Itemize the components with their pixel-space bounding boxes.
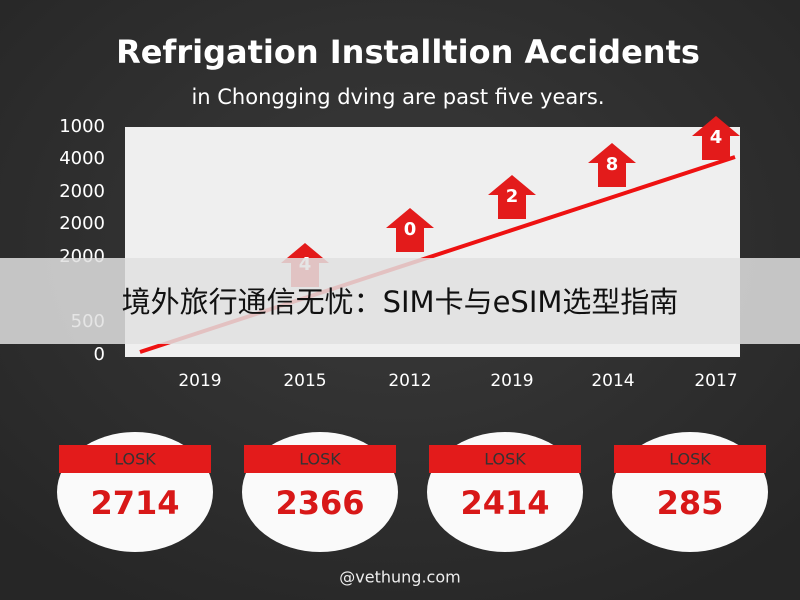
card-value: 285: [657, 484, 724, 522]
arrow-label: 4: [710, 127, 723, 148]
card-value: 2714: [90, 484, 179, 522]
x-axis-label: 2017: [694, 371, 737, 391]
card-band: [244, 445, 396, 473]
y-axis-label: 2000: [59, 181, 105, 202]
banner-background: [0, 258, 800, 344]
arrow: [488, 175, 536, 219]
card-band: [429, 445, 581, 473]
card-band: [614, 445, 766, 473]
card-label: LOSK: [114, 450, 156, 469]
card-value: 2414: [460, 484, 549, 522]
arrow: [386, 208, 434, 252]
x-axis-label: 2015: [283, 371, 326, 391]
arrow-label: 2: [506, 186, 519, 207]
y-axis-label: 0: [94, 344, 105, 365]
arrow: [588, 143, 636, 187]
chart-title: Refrigation Installtion Accidents: [116, 33, 700, 71]
x-axis-label: 2019: [178, 371, 221, 391]
x-axis-label: 2019: [490, 371, 533, 391]
watermark: @vethung.com: [339, 568, 460, 587]
arrow-label: 0: [404, 219, 417, 240]
card-label: LOSK: [299, 450, 341, 469]
y-axis-label: 2000: [59, 213, 105, 234]
x-axis-label: 2014: [591, 371, 634, 391]
y-axis-label: 1000: [59, 116, 105, 137]
card-value: 2366: [275, 484, 364, 522]
card-label: LOSK: [484, 450, 526, 469]
banner-text: 境外旅行通信无忧：SIM卡与eSIM选型指南: [122, 285, 679, 319]
card-band: [59, 445, 211, 473]
card-label: LOSK: [669, 450, 711, 469]
chart-subtitle: in Chongging dving are past five years.: [191, 85, 604, 109]
arrow: [692, 116, 740, 160]
y-axis-label: 4000: [59, 148, 105, 169]
arrow-label: 8: [606, 154, 619, 175]
x-axis-label: 2012: [388, 371, 431, 391]
